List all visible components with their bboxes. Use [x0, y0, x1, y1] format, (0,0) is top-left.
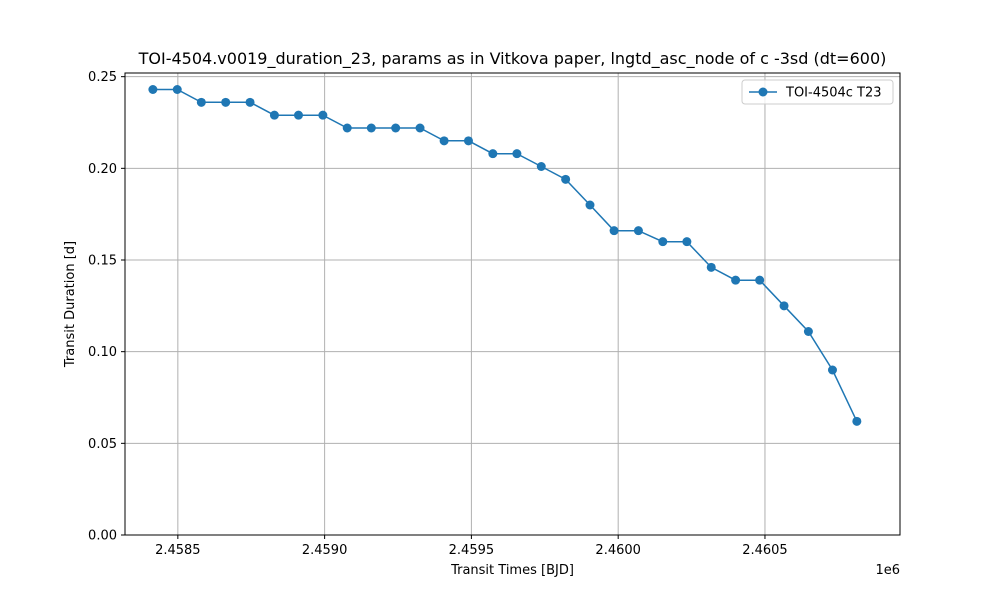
data-point: [706, 262, 716, 272]
y-tick-label: 0.20: [88, 162, 117, 177]
data-point: [488, 149, 498, 159]
data-point: [827, 365, 837, 375]
grid-lines: [125, 73, 900, 536]
legend-entry-label: TOI-4504c T23: [785, 86, 882, 101]
x-axis-label: Transit Times [BJD]: [450, 563, 574, 578]
data-point: [561, 174, 571, 184]
data-point: [852, 416, 862, 426]
y-tick-label: 0.00: [88, 529, 117, 544]
data-point: [633, 226, 643, 236]
data-point: [512, 149, 522, 159]
data-point: [293, 110, 303, 120]
y-tick-label: 0.15: [88, 254, 117, 269]
data-point: [196, 97, 206, 107]
data-point: [803, 327, 813, 336]
series-layer: [148, 85, 862, 426]
data-point: [585, 200, 595, 210]
x-tick-label: 2.4595: [449, 543, 495, 558]
tick-layer: 2.4585 2.4590 2.4595 2.4600 2.4605 0.00 0.05 0.…: [88, 70, 788, 558]
x-axis-offset-label: 1e6: [875, 563, 900, 578]
x-tick-label: 2.4605: [742, 543, 788, 558]
data-point: [415, 123, 425, 133]
data-point: [755, 275, 765, 285]
plot-frame: [124, 72, 901, 536]
y-tick-label: 0.05: [88, 437, 117, 452]
data-point: [366, 123, 376, 133]
data-point: [463, 136, 473, 146]
y-axis-label: Transit Duration [d]: [63, 241, 78, 368]
data-point: [318, 110, 328, 120]
data-point: [342, 123, 352, 133]
data-point: [658, 237, 668, 247]
y-tick-label: 0.25: [88, 70, 117, 85]
data-point: [148, 85, 158, 94]
data-point: [609, 226, 619, 236]
chart-title: TOI-4504.v0019_duration_23, params as in…: [138, 49, 887, 69]
data-point: [172, 85, 182, 94]
data-point: [439, 136, 449, 146]
legend: TOI-4504c T23: [741, 79, 894, 105]
x-tick-label: 2.4590: [302, 543, 348, 558]
data-point: [269, 110, 279, 120]
data-point: [221, 97, 231, 107]
legend-box: [741, 79, 894, 105]
x-tick-label: 2.4585: [155, 543, 201, 558]
x-tick-label: 2.4600: [595, 543, 641, 558]
data-point: [779, 301, 789, 311]
y-tick-label: 0.10: [88, 345, 117, 360]
data-point: [682, 237, 692, 247]
data-point: [536, 162, 546, 171]
data-point: [391, 123, 401, 133]
data-point: [245, 97, 255, 107]
legend-marker-sample: [758, 87, 768, 97]
data-point: [731, 275, 741, 285]
